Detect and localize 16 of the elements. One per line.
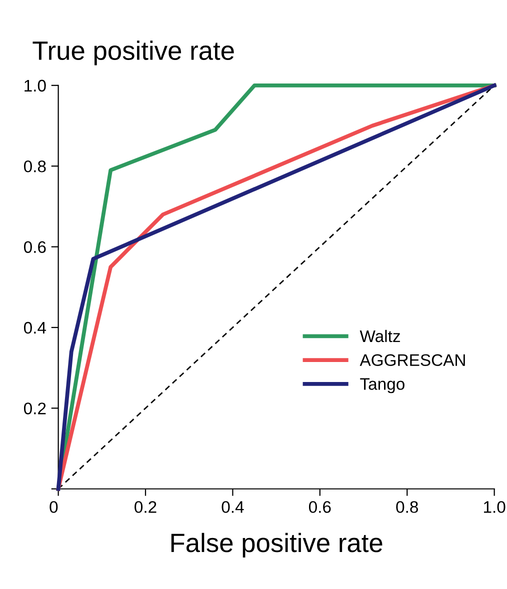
y-tick-label: 1.0 <box>24 80 46 92</box>
x-tick-label: 1.0 <box>484 501 506 513</box>
x-tick-label: 0.6 <box>308 501 331 513</box>
x-tick-label: 0.4 <box>222 501 244 513</box>
y-tick-label: 0.8 <box>24 160 46 172</box>
x-tick-label: 0 <box>50 501 58 513</box>
x-tick-label: 0.8 <box>396 501 418 513</box>
y-tick-label: 0.6 <box>24 241 46 253</box>
y-tick-label: 0.2 <box>24 402 46 414</box>
x-axis-title: False positive rate <box>171 532 382 558</box>
y-tick-label: 0.4 <box>24 322 46 334</box>
legend-label: Waltz <box>360 330 400 342</box>
legend-label: Tango <box>360 378 404 394</box>
y-axis-title: True positive rate <box>32 40 234 66</box>
x-tick-label: 0.2 <box>134 501 156 513</box>
legend-label: AGGRESCAN <box>360 354 465 366</box>
